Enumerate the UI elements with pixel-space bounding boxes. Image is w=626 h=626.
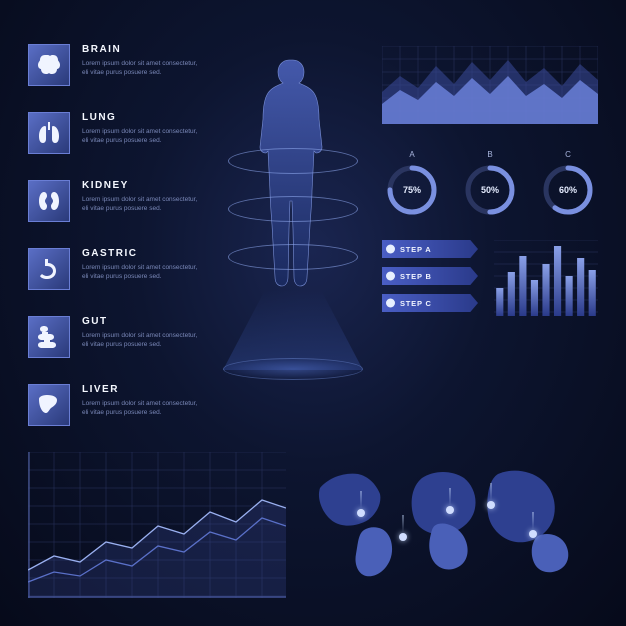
gauge-a: A 75%: [382, 150, 442, 216]
organ-item-kidney: KIDNEY Lorem ipsum dolor sit amet consec…: [28, 180, 203, 222]
organ-desc: Lorem ipsum dolor sit amet consectetur, …: [82, 195, 200, 213]
holo-ring: [228, 148, 358, 174]
organ-title: GUT: [82, 316, 200, 327]
gauge-c: C 60%: [538, 150, 598, 216]
gauge-label: B: [460, 150, 520, 159]
holo-ring: [228, 196, 358, 222]
brain-icon: [28, 44, 70, 86]
gauge-b: B 50%: [460, 150, 520, 216]
organ-item-lung: LUNG Lorem ipsum dolor sit amet consecte…: [28, 112, 203, 154]
organ-title: LIVER: [82, 384, 200, 395]
organ-item-gastric: GASTRIC Lorem ipsum dolor sit amet conse…: [28, 248, 203, 290]
organ-item-liver: LIVER Lorem ipsum dolor sit amet consect…: [28, 384, 203, 426]
organ-title: KIDNEY: [82, 180, 200, 191]
area-chart: [382, 46, 598, 124]
bottom-row: [28, 452, 598, 602]
organ-desc: Lorem ipsum dolor sit amet consectetur, …: [82, 127, 200, 145]
mini-bar-chart: [494, 240, 598, 316]
gauge-label: C: [538, 150, 598, 159]
organ-title: BRAIN: [82, 44, 200, 55]
organ-desc: Lorem ipsum dolor sit amet consectetur, …: [82, 331, 200, 349]
step-2: STEP C: [382, 294, 478, 312]
organ-desc: Lorem ipsum dolor sit amet consectetur, …: [82, 399, 200, 417]
gauge-value: 75%: [386, 164, 438, 216]
holo-base: [223, 358, 363, 380]
gauge-value: 50%: [464, 164, 516, 216]
organ-list: BRAIN Lorem ipsum dolor sit amet consect…: [28, 44, 203, 452]
lung-icon: [28, 112, 70, 154]
steps-list: STEP A STEP B STEP C: [382, 240, 478, 321]
organ-title: LUNG: [82, 112, 200, 123]
map-pin-4: [529, 530, 537, 538]
hologram-body: [248, 56, 338, 316]
map-pin-3: [487, 501, 495, 509]
organ-item-brain: BRAIN Lorem ipsum dolor sit amet consect…: [28, 44, 203, 86]
holo-ring: [228, 244, 358, 270]
world-map: [302, 452, 598, 598]
organ-title: GASTRIC: [82, 248, 200, 259]
organ-desc: Lorem ipsum dolor sit amet consectetur, …: [82, 263, 200, 281]
right-panels: A 75% B 50% C 60% STEP A STEP B STEP C: [382, 46, 598, 321]
gauge-value: 60%: [542, 164, 594, 216]
step-1: STEP B: [382, 267, 478, 285]
organ-item-gut: GUT Lorem ipsum dolor sit amet consectet…: [28, 316, 203, 358]
step-0: STEP A: [382, 240, 478, 258]
gauge-label: A: [382, 150, 442, 159]
gauges-row: A 75% B 50% C 60%: [382, 150, 598, 216]
map-pin-1: [399, 533, 407, 541]
liver-icon: [28, 384, 70, 426]
gastric-icon: [28, 248, 70, 290]
kidney-icon: [28, 180, 70, 222]
gut-icon: [28, 316, 70, 358]
organ-desc: Lorem ipsum dolor sit amet consectetur, …: [82, 59, 200, 77]
line-chart: [28, 452, 286, 598]
hologram: [218, 48, 368, 388]
